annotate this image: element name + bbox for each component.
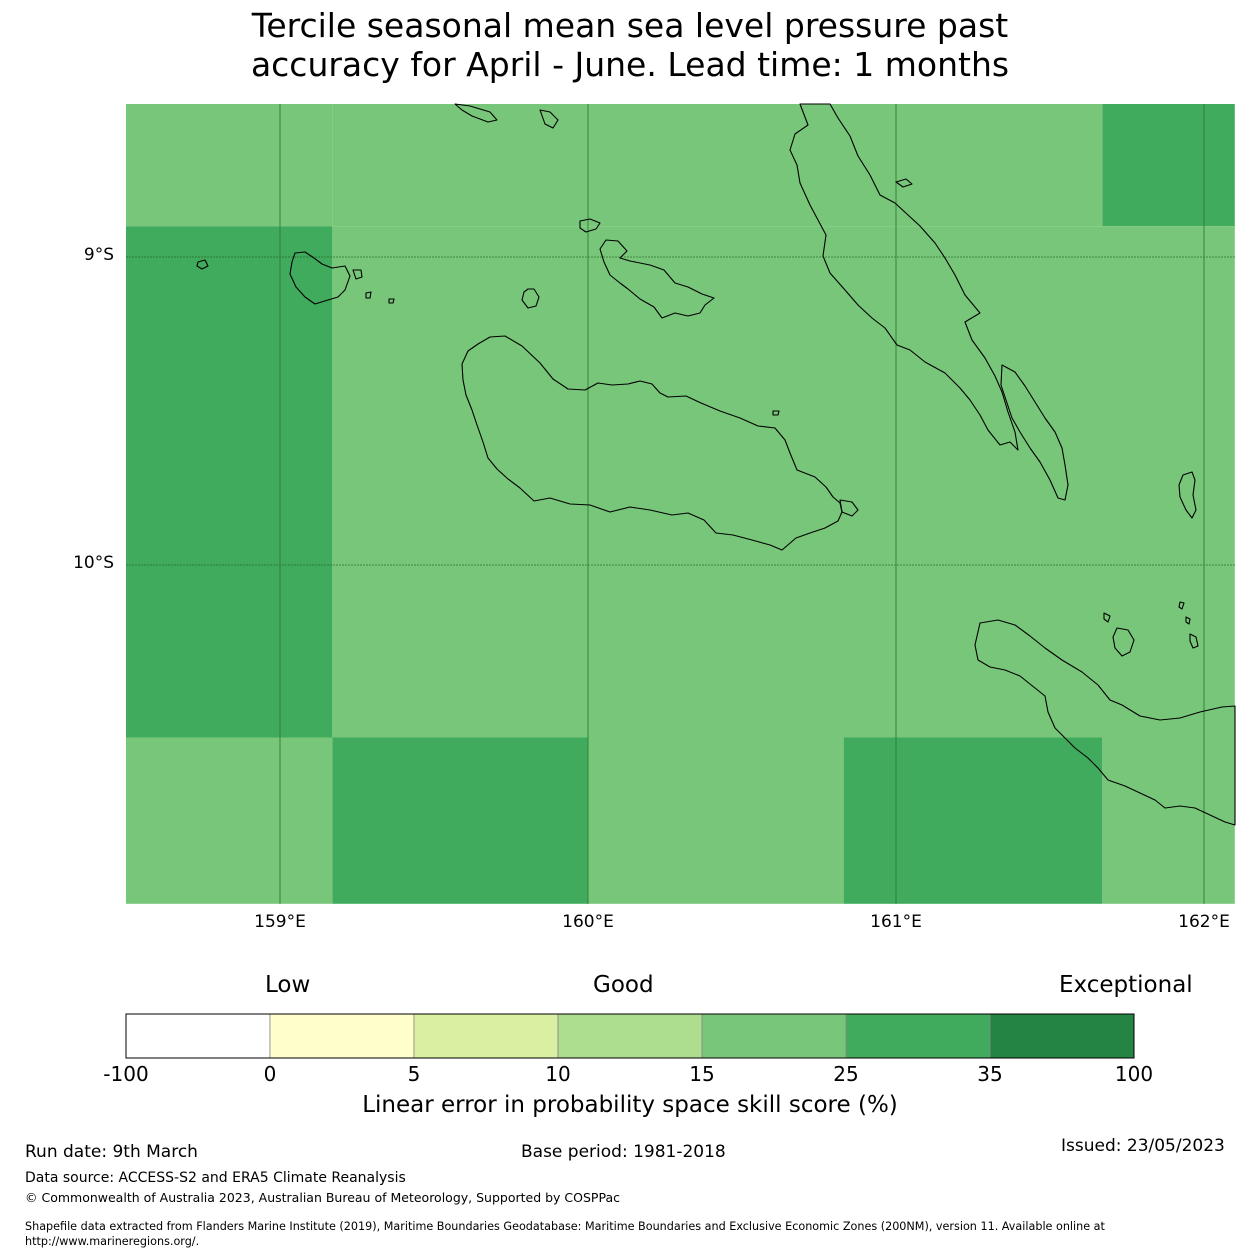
run-date: Run date: 9th March xyxy=(25,1142,198,1162)
coastlines xyxy=(196,103,1236,826)
lon-label-159e: 159°E xyxy=(254,912,306,932)
coast-malaita-islet-3 xyxy=(1178,601,1185,610)
colorbar-tick: -100 xyxy=(103,1062,149,1086)
coast-russell-islet xyxy=(196,259,209,270)
colorbar xyxy=(125,1013,1135,1059)
colorbar-tick: 35 xyxy=(977,1062,1003,1086)
coast-north-islet xyxy=(454,103,498,123)
colorbar-segment xyxy=(845,1013,991,1059)
colorbar-frame xyxy=(125,1013,1135,1059)
coast-malaita-islet-4 xyxy=(1185,616,1191,625)
base-period: Base period: 1981-2018 xyxy=(521,1142,726,1162)
coast-florida-islet xyxy=(579,218,601,233)
coast-small-islet-b xyxy=(839,499,859,517)
coast-north-islet-2 xyxy=(539,109,559,129)
colorbar-tick: 5 xyxy=(407,1062,421,1086)
chart-title-line-1: Tercile seasonal mean sea level pressure… xyxy=(251,6,1009,45)
skill-cell-15-25 xyxy=(126,737,333,904)
skill-cell-15-25 xyxy=(332,104,1103,227)
colorbar-segment xyxy=(125,1013,271,1059)
colorbar-tick: 25 xyxy=(833,1062,859,1086)
coast-russell-islet-3 xyxy=(365,291,372,299)
skill-cell-25-35 xyxy=(126,226,333,738)
chart-title-line-2: accuracy for April - June. Lead time: 1 … xyxy=(250,45,1010,84)
coast-ramos-island xyxy=(1178,471,1197,519)
coast-russell-islands xyxy=(289,251,351,305)
coast-small-islet-a xyxy=(772,410,780,416)
coast-santa-isabel-islet xyxy=(895,178,913,188)
coast-russell-islet-4 xyxy=(388,298,395,304)
colorbar-segment xyxy=(269,1013,415,1059)
coast-savo xyxy=(521,288,540,309)
shapefile-credit-line-1: Shapefile data extracted from Flanders M… xyxy=(25,1220,1105,1233)
skill-cell-15-25 xyxy=(588,737,844,904)
colorbar-category-low: Low xyxy=(265,972,311,998)
skill-cell-25-35 xyxy=(1102,104,1235,227)
gridlines xyxy=(126,104,1235,904)
coast-malaita-islet-5 xyxy=(1189,633,1199,649)
skill-cell-15-25 xyxy=(1102,737,1235,904)
colorbar-tick: 0 xyxy=(263,1062,277,1086)
skill-cell-25-35 xyxy=(843,737,1103,904)
skill-cell-15-25 xyxy=(126,104,333,227)
shapefile-credit-line-2: http://www.marineregions.org/. xyxy=(25,1235,200,1248)
colorbar-category-exceptional: Exceptional xyxy=(1059,972,1193,998)
skill-grid-cells xyxy=(126,104,1235,904)
lat-label-9s: 9°S xyxy=(83,245,114,265)
coast-malaita-south xyxy=(974,619,1236,826)
colorbar-segment xyxy=(413,1013,559,1059)
skill-cell-15-25 xyxy=(332,226,1235,738)
coast-florida-islands xyxy=(599,239,715,319)
colorbar-segment xyxy=(989,1013,1135,1059)
colorbar-segment xyxy=(701,1013,847,1059)
coast-malaita-islet-2 xyxy=(1103,612,1111,623)
coast-san-jorge xyxy=(1000,364,1069,501)
coast-santa-isabel xyxy=(789,103,1019,451)
copyright: © Commonwealth of Australia 2023, Austra… xyxy=(25,1190,620,1205)
coast-malaita-islet xyxy=(1112,627,1135,657)
coast-guadalcanal xyxy=(461,335,843,551)
lon-label-162e: 162°E xyxy=(1178,912,1230,932)
lon-label-160e: 160°E xyxy=(562,912,614,932)
lat-label-10s: 10°S xyxy=(73,553,114,573)
issued-date: Issued: 23/05/2023 xyxy=(1061,1136,1225,1156)
colorbar-tick: 100 xyxy=(1114,1062,1154,1086)
skill-cell-25-35 xyxy=(332,737,588,904)
data-source: Data source: ACCESS-S2 and ERA5 Climate … xyxy=(25,1170,406,1186)
lon-label-161e: 161°E xyxy=(870,912,922,932)
colorbar-segment xyxy=(557,1013,703,1059)
colorbar-tick: 10 xyxy=(545,1062,571,1086)
colorbar-tick: 15 xyxy=(689,1062,715,1086)
coast-russell-islet-2 xyxy=(352,269,363,280)
colorbar-category-good: Good xyxy=(593,972,654,998)
colorbar-label: Linear error in probability space skill … xyxy=(362,1092,898,1118)
